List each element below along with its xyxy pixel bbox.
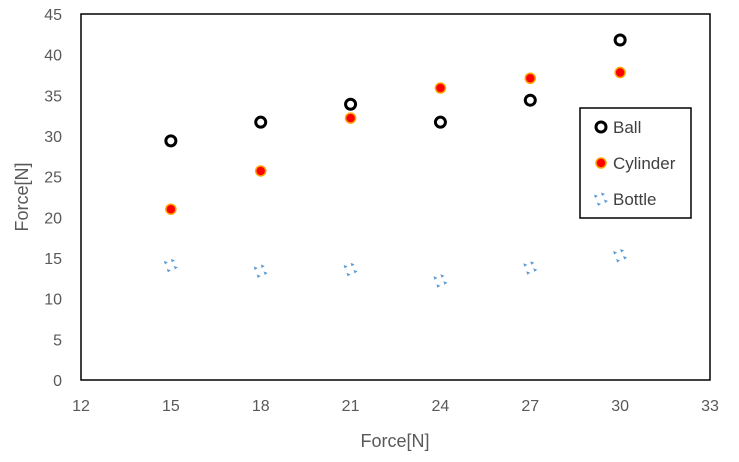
bottle-point bbox=[163, 258, 178, 273]
ball-point bbox=[523, 93, 537, 107]
x-tick-label: 12 bbox=[72, 398, 90, 415]
y-axis-ticks: 0 5 10 15 20 25 30 35 40 45 bbox=[44, 7, 62, 390]
bottle-point bbox=[523, 261, 538, 275]
plot-frame bbox=[80, 13, 711, 381]
cylinder-point bbox=[165, 203, 177, 215]
y-tick-label: 25 bbox=[44, 170, 62, 187]
ball-point bbox=[433, 115, 447, 129]
ball-point bbox=[613, 33, 627, 47]
x-axis-ticks: 12 15 18 21 24 27 30 33 bbox=[72, 398, 719, 415]
legend-label-cylinder: Cylinder bbox=[613, 154, 676, 173]
y-tick-label: 35 bbox=[44, 88, 62, 105]
x-tick-label: 27 bbox=[521, 398, 539, 415]
legend-marker-ball bbox=[594, 120, 608, 134]
x-tick-label: 15 bbox=[162, 398, 180, 415]
cylinder-point bbox=[434, 82, 447, 94]
legend: Ball Cylinder Bottle bbox=[579, 107, 692, 219]
cylinder-point bbox=[344, 112, 357, 124]
legend-marker-bottle bbox=[594, 192, 608, 206]
x-tick-label: 30 bbox=[611, 398, 629, 415]
x-axis-title: Force[N] bbox=[360, 431, 429, 451]
x-tick-label: 18 bbox=[252, 398, 270, 415]
y-tick-label: 0 bbox=[53, 373, 62, 390]
y-tick-label: 10 bbox=[44, 292, 62, 309]
y-tick-label: 15 bbox=[44, 251, 62, 268]
y-tick-label: 5 bbox=[53, 332, 62, 349]
legend-label-ball: Ball bbox=[613, 118, 641, 137]
y-tick-label: 45 bbox=[44, 7, 62, 24]
legend-marker-cylinder bbox=[595, 157, 607, 169]
ball-point bbox=[254, 115, 268, 129]
x-tick-label: 33 bbox=[701, 398, 719, 415]
x-tick-label: 21 bbox=[342, 398, 360, 415]
legend-label-bottle: Bottle bbox=[613, 190, 656, 209]
x-tick-label: 24 bbox=[432, 398, 450, 415]
y-axis-title: Force[N] bbox=[12, 162, 32, 231]
cylinder-point bbox=[254, 165, 267, 177]
cylinder-point bbox=[614, 66, 626, 79]
y-tick-label: 40 bbox=[44, 48, 62, 65]
bottle-point bbox=[433, 274, 448, 288]
ball-point bbox=[344, 97, 358, 111]
bottle-point bbox=[343, 262, 358, 277]
cylinder-point bbox=[524, 72, 537, 85]
ball-point bbox=[164, 134, 178, 148]
bottle-point bbox=[253, 264, 268, 279]
bottle-point bbox=[613, 249, 628, 263]
y-tick-label: 30 bbox=[44, 129, 62, 146]
y-tick-label: 20 bbox=[44, 210, 62, 227]
data-points bbox=[163, 33, 628, 288]
